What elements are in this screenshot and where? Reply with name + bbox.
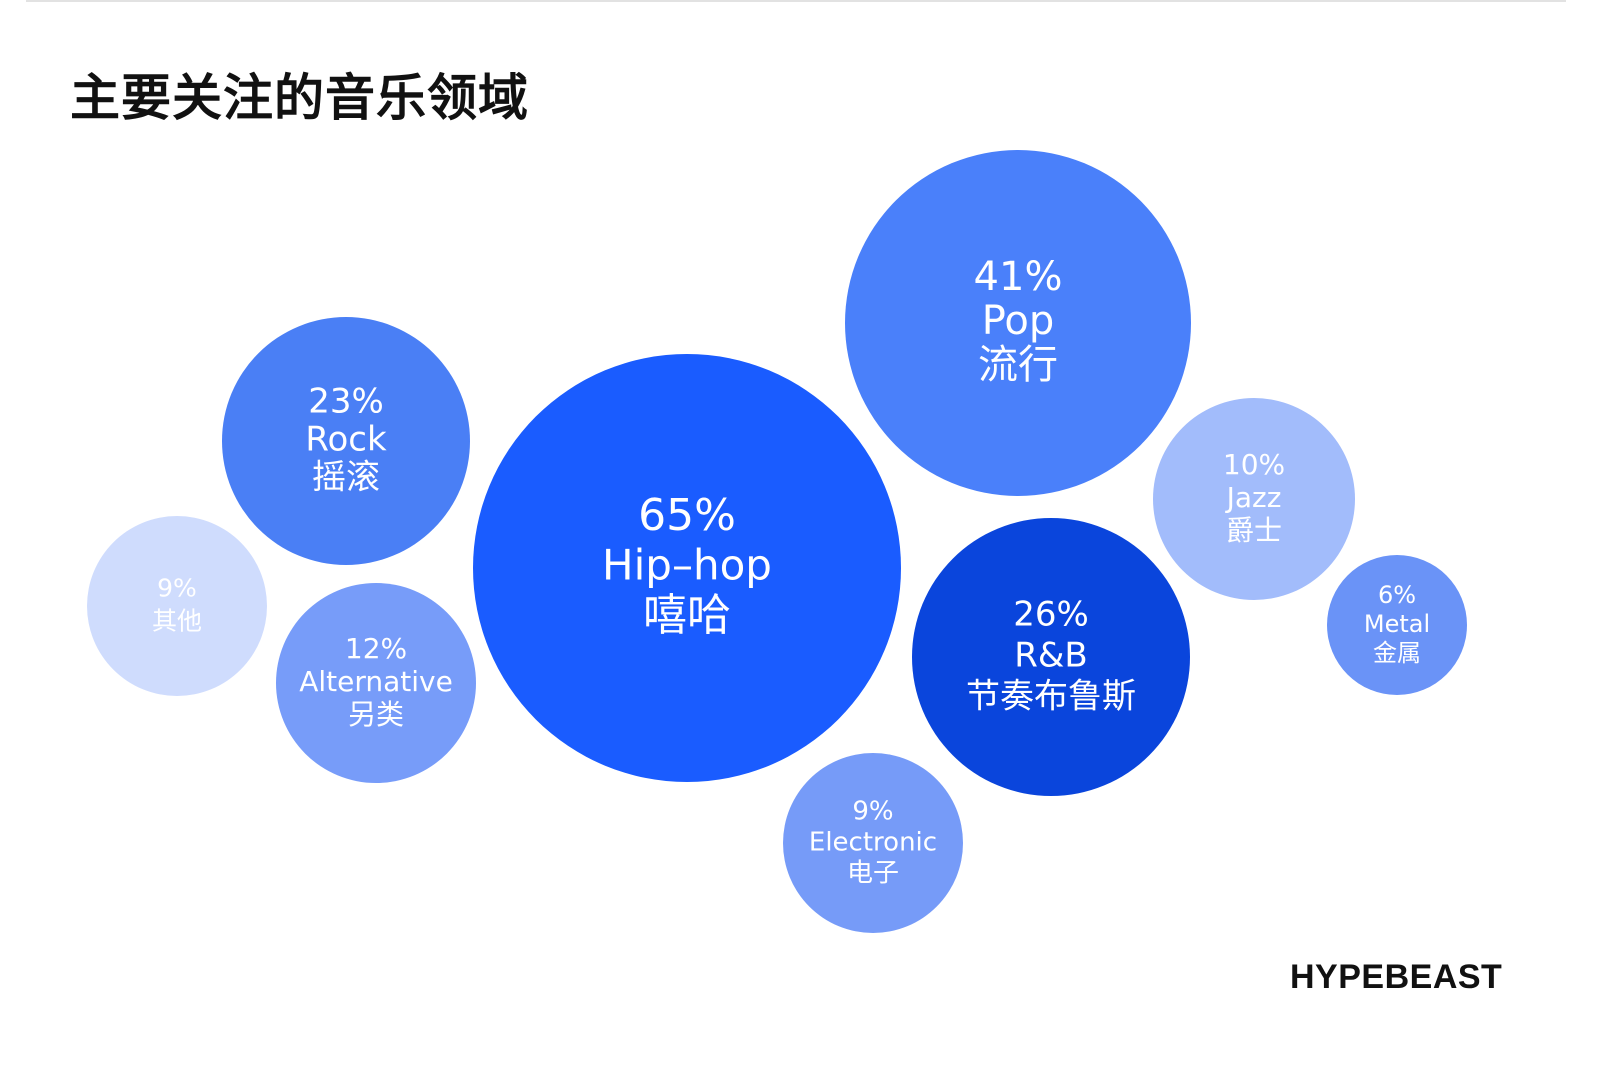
bubble-circle-jazz (1153, 398, 1355, 600)
bubble-name-en-label-rock: Rock (305, 420, 387, 460)
bubble-name-zh-label-hip-hop: 嘻哈 (643, 590, 731, 641)
bubble-percent-label-electronic: 9% (852, 797, 893, 827)
bubble-circle-alternative (276, 583, 476, 783)
bubble-circle-electronic (783, 753, 963, 933)
bubble-percent-label-other: 9% (157, 574, 197, 603)
bubble-name-zh-label-pop: 流行 (978, 342, 1058, 388)
bubble-circle-other (87, 516, 267, 696)
bubble-percent-label-pop: 41% (974, 254, 1063, 300)
bubble-name-zh-label-electronic: 电子 (847, 859, 899, 889)
bubble-name-zh-label-metal: 金属 (1373, 639, 1421, 667)
bubble-name-zh-label-other: 其他 (152, 607, 202, 636)
bubble-percent-label-r-b: 26% (1013, 595, 1089, 635)
bubble-percent-label-metal: 6% (1378, 581, 1416, 609)
bubble-circle-r-b (912, 518, 1190, 796)
bubble-circle-hip-hop (473, 354, 901, 782)
bubble-circle-pop (845, 150, 1191, 496)
bubble-name-en-label-jazz: Jazz (1225, 481, 1282, 514)
bubble-name-en-label-electronic: Electronic (809, 828, 937, 858)
chart-title: 主要关注的音乐领域 (70, 69, 529, 127)
bubble-name-zh-label-rock: 摇滚 (312, 458, 380, 498)
bubble-name-zh-label-jazz: 爵士 (1226, 514, 1282, 547)
bubble-name-zh-label-r-b: 节奏布鲁斯 (966, 677, 1136, 717)
bubble-name-en-label-hip-hop: Hip–hop (602, 541, 772, 590)
bubble-other: 9% 其他 (87, 516, 267, 696)
bubble-name-zh-label-alternative: 另类 (348, 698, 404, 731)
bubble-name-en-label-alternative: Alternative (299, 665, 453, 698)
bubble-percent-label-alternative: 12% (345, 632, 407, 665)
bubble-name-en-label-pop: Pop (982, 298, 1055, 344)
bubble-percent-label-rock: 23% (308, 382, 384, 422)
hypebeast-logo: HYPEBEAST (1290, 958, 1503, 996)
bubble-name-en-label-r-b: R&B (1014, 636, 1087, 676)
bubble-percent-label-hip-hop: 65% (638, 490, 736, 541)
top-divider (26, 0, 1566, 2)
bubble-percent-label-jazz: 10% (1223, 448, 1285, 481)
bubble-name-en-label-metal: Metal (1364, 610, 1430, 638)
bubble-circle-metal (1327, 555, 1467, 695)
bubble-circle-rock (222, 317, 470, 565)
